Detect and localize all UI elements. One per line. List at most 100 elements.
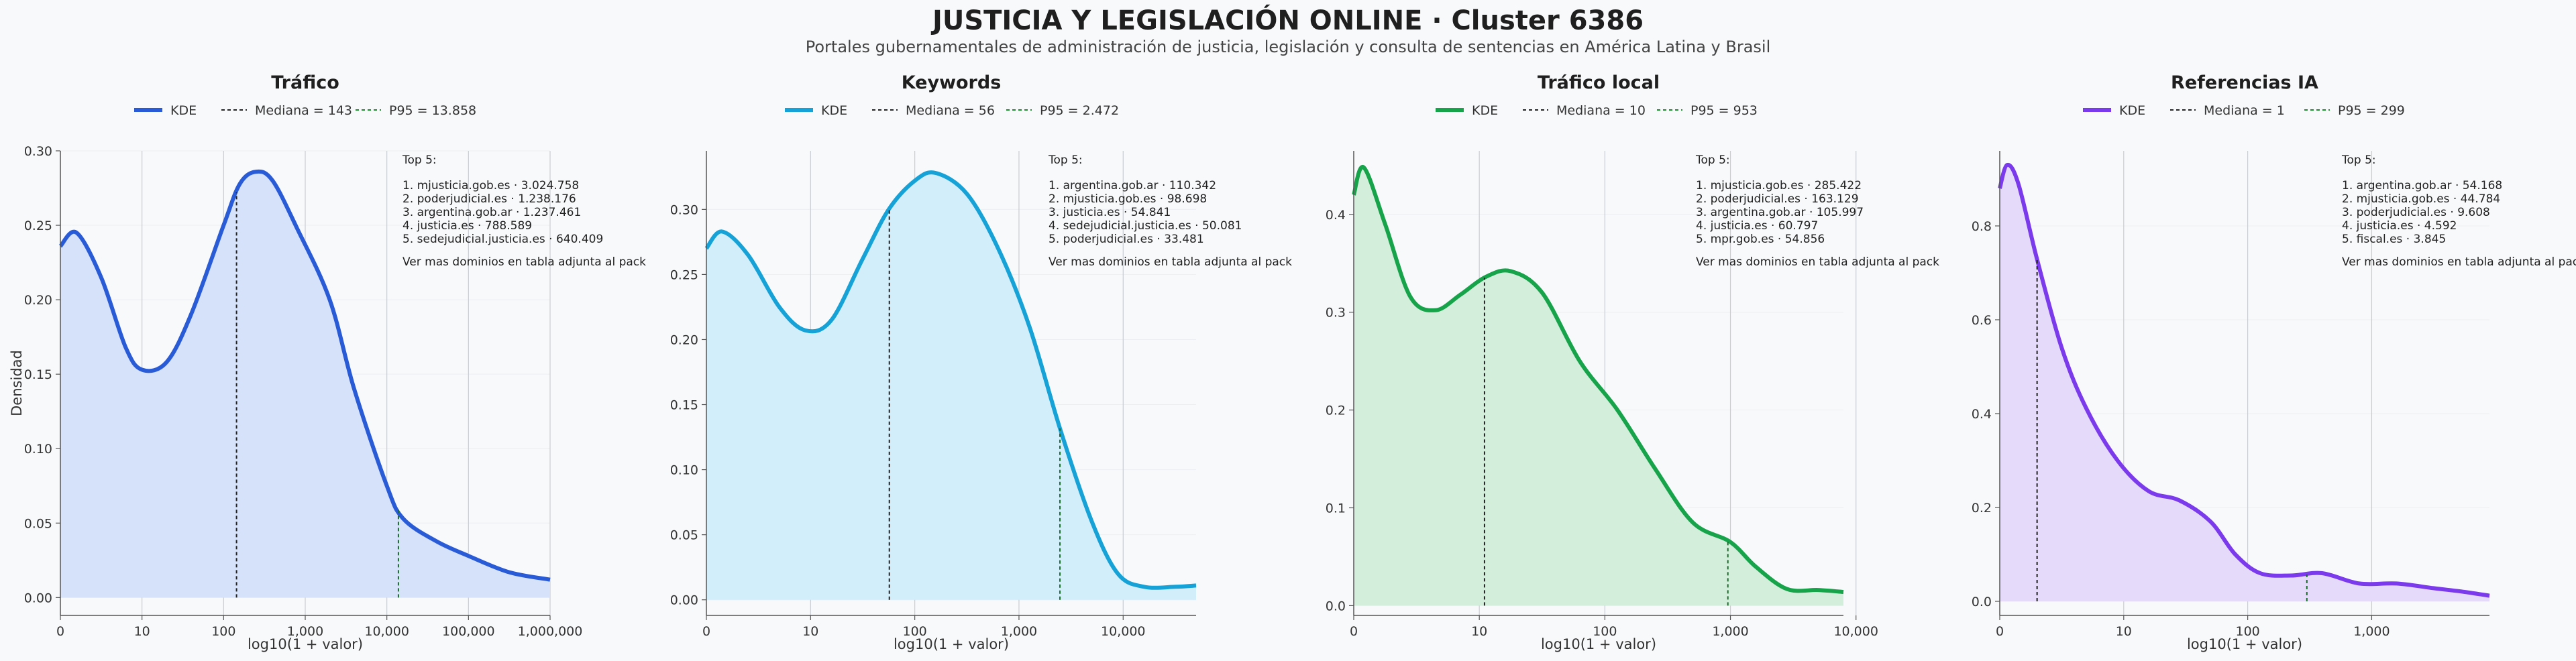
x-tick-label: 0 bbox=[1996, 624, 2004, 639]
top5-item: 2. poderjudicial.es · 1.238.176 bbox=[402, 192, 576, 206]
chart-panel-2: Keywords KDE Mediana = 56 P95 = 2.472 0 10 100… bbox=[670, 72, 1292, 652]
x-axis-label: log10(1 + valor) bbox=[2187, 636, 2302, 652]
legend-median-label: Mediana = 143 bbox=[255, 103, 352, 118]
top5-item: 1. mjusticia.gob.es · 3.024.758 bbox=[402, 179, 579, 192]
x-tick-label: 100 bbox=[2235, 624, 2259, 639]
page-title: JUSTICIA Y LEGISLACIÓN ONLINE · Cluster … bbox=[932, 5, 1644, 36]
top5-item: 5. mpr.gob.es · 54.856 bbox=[1696, 233, 1825, 246]
x-tick-label: 10,000 bbox=[1833, 624, 1878, 639]
legend-kde-label: KDE bbox=[2119, 103, 2145, 118]
top5-item: 5. sedejudicial.justicia.es · 640.409 bbox=[402, 233, 603, 246]
x-tick-label: 10 bbox=[2116, 624, 2132, 639]
y-tick-label: 0.05 bbox=[24, 516, 52, 531]
chart-title: Referencias IA bbox=[2171, 72, 2318, 93]
top5-item: 1. argentina.gob.ar · 110.342 bbox=[1049, 179, 1216, 192]
x-tick-label: 10 bbox=[802, 624, 818, 639]
y-axis-label: Densidad bbox=[9, 350, 25, 416]
chart-panel-4: Referencias IA KDE Mediana = 1 P95 = 299 0 10… bbox=[1972, 72, 2576, 652]
x-tick-label: 100 bbox=[903, 624, 927, 639]
legend-kde-label: KDE bbox=[821, 103, 847, 118]
top5-title: Top 5: bbox=[1695, 154, 1730, 167]
chart-panel-1: Tráfico KDE Mediana = 143 P95 = 13.858 0 10 10… bbox=[9, 72, 646, 652]
legend-median-label: Mediana = 56 bbox=[906, 103, 995, 118]
x-tick-label: 0 bbox=[1350, 624, 1358, 639]
x-tick-label: 0 bbox=[56, 624, 64, 639]
x-tick-label: 1,000 bbox=[1001, 624, 1037, 639]
top5-item: 4. sedejudicial.justicia.es · 50.081 bbox=[1049, 219, 1242, 233]
y-tick-label: 0.0 bbox=[1972, 595, 1992, 609]
top5-note: Ver mas dominios en tabla adjunta al pac… bbox=[1049, 255, 1292, 269]
x-axis-label: log10(1 + valor) bbox=[248, 636, 363, 652]
y-tick-label: 0.05 bbox=[670, 528, 698, 543]
chart-title: Tráfico local bbox=[1538, 72, 1660, 93]
y-tick-label: 0.4 bbox=[1326, 208, 1346, 223]
y-tick-label: 0.2 bbox=[1326, 404, 1346, 418]
top5-note: Ver mas dominios en tabla adjunta al pac… bbox=[2342, 255, 2576, 269]
top5-item: 3. poderjudicial.es · 9.608 bbox=[2342, 206, 2490, 219]
legend-p95-label: P95 = 953 bbox=[1690, 103, 1758, 118]
legend-kde-label: KDE bbox=[170, 103, 197, 118]
top5-item: 5. poderjudicial.es · 33.481 bbox=[1049, 233, 1204, 246]
y-tick-label: 0.25 bbox=[24, 219, 52, 233]
y-tick-label: 0.20 bbox=[670, 333, 698, 347]
chart-title: Tráfico bbox=[271, 72, 339, 93]
top5-item: 4. justicia.es · 788.589 bbox=[402, 219, 532, 233]
legend-median-label: Mediana = 1 bbox=[2204, 103, 2285, 118]
kde-line bbox=[58, 169, 551, 582]
y-tick-label: 0.30 bbox=[24, 144, 52, 159]
x-tick-label: 1,000 bbox=[287, 624, 323, 639]
kde-area bbox=[706, 172, 1196, 600]
x-tick-label: 1,000 bbox=[2353, 624, 2390, 639]
x-tick-label: 1,000,000 bbox=[518, 624, 583, 639]
y-tick-label: 0.2 bbox=[1972, 501, 1992, 516]
legend-p95-label: P95 = 299 bbox=[2338, 103, 2405, 118]
top5-note: Ver mas dominios en tabla adjunta al pac… bbox=[1696, 255, 1939, 269]
top5-item: 3. argentina.gob.ar · 105.997 bbox=[1696, 206, 1864, 219]
x-tick-label: 10 bbox=[1471, 624, 1487, 639]
y-tick-label: 0.20 bbox=[24, 293, 52, 308]
kde-line bbox=[704, 170, 1197, 590]
y-tick-label: 0.15 bbox=[670, 398, 698, 413]
y-tick-label: 0.4 bbox=[1972, 407, 1992, 422]
top5-title: Top 5: bbox=[402, 154, 437, 167]
x-tick-label: 1,000 bbox=[1712, 624, 1748, 639]
y-tick-label: 0.1 bbox=[1326, 501, 1346, 516]
y-tick-label: 0.00 bbox=[24, 591, 52, 605]
kde-line bbox=[1352, 165, 1844, 594]
top5-item: 5. fiscal.es · 3.845 bbox=[2342, 233, 2446, 246]
top5-item: 2. poderjudicial.es · 163.129 bbox=[1696, 192, 1859, 206]
x-tick-label: 0 bbox=[702, 624, 710, 639]
chart-panel-3: Tráfico local KDE Mediana = 10 P95 = 953 0 10… bbox=[1326, 72, 1939, 652]
top5-item: 4. justicia.es · 4.592 bbox=[2342, 219, 2457, 233]
legend-median-label: Mediana = 10 bbox=[1556, 103, 1646, 118]
page-subtitle: Portales gubernamentales de administraci… bbox=[805, 38, 1771, 56]
top5-item: 4. justicia.es · 60.797 bbox=[1696, 219, 1818, 233]
y-tick-label: 0.6 bbox=[1972, 313, 1992, 328]
legend-p95-label: P95 = 13.858 bbox=[389, 103, 476, 118]
top5-item: 1. mjusticia.gob.es · 285.422 bbox=[1696, 179, 1862, 192]
y-tick-label: 0.10 bbox=[24, 442, 52, 457]
x-tick-label: 100 bbox=[1593, 624, 1617, 639]
x-tick-label: 10 bbox=[134, 624, 150, 639]
legend-p95-label: P95 = 2.472 bbox=[1040, 103, 1119, 118]
top5-title: Top 5: bbox=[1048, 154, 1083, 167]
x-tick-label: 10,000 bbox=[1101, 624, 1145, 639]
legend-kde-label: KDE bbox=[1472, 103, 1498, 118]
y-tick-label: 0.30 bbox=[670, 202, 698, 217]
x-axis-label: log10(1 + valor) bbox=[894, 636, 1009, 652]
top5-item: 2. mjusticia.gob.es · 44.784 bbox=[2342, 192, 2500, 206]
y-tick-label: 0.25 bbox=[670, 267, 698, 282]
x-tick-label: 100 bbox=[211, 624, 235, 639]
kde-line bbox=[1998, 162, 2490, 598]
x-tick-label: 10,000 bbox=[364, 624, 409, 639]
x-tick-label: 100,000 bbox=[442, 624, 495, 639]
kde-area bbox=[2000, 164, 2489, 602]
chart-title: Keywords bbox=[902, 72, 1002, 93]
top5-note: Ver mas dominios en tabla adjunta al pac… bbox=[402, 255, 646, 269]
y-tick-label: 0.00 bbox=[670, 593, 698, 608]
top5-item: 3. justicia.es · 54.841 bbox=[1049, 206, 1171, 219]
y-tick-label: 0.10 bbox=[670, 463, 698, 478]
y-tick-label: 0.0 bbox=[1326, 599, 1346, 613]
y-tick-label: 0.8 bbox=[1972, 219, 1992, 234]
